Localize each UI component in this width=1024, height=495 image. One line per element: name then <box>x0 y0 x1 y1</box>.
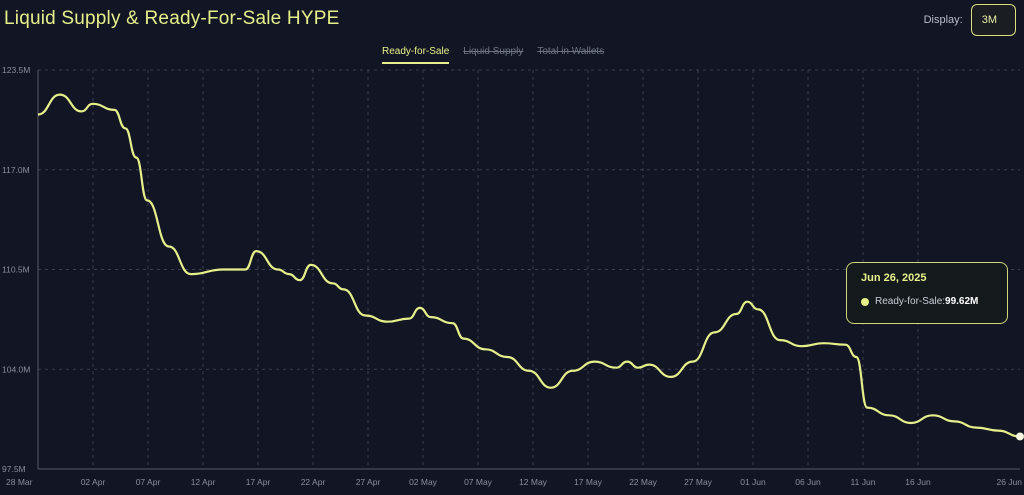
x-tick-label: 02 May <box>409 477 438 487</box>
series-tabs: Ready-for-Sale Liquid Supply Total in Wa… <box>382 46 604 64</box>
x-tick-label: 12 Apr <box>191 477 216 487</box>
x-tick-label: 07 Apr <box>136 477 161 487</box>
x-tick-label: 02 Apr <box>81 477 106 487</box>
x-tick-label: 12 May <box>519 477 548 487</box>
tooltip-date: Jun 26, 2025 <box>861 272 927 284</box>
tab-total-in-wallets[interactable]: Total in Wallets <box>537 46 605 57</box>
display-label: Display: <box>923 14 963 26</box>
y-tick-label: 117.0M <box>2 165 30 175</box>
tooltip-series-label: Ready-for-Sale: <box>875 296 946 307</box>
x-tick-label: 01 Jun <box>740 477 766 487</box>
x-tick-label: 16 Jun <box>905 477 931 487</box>
x-tick-label: 07 May <box>464 477 493 487</box>
series-line-ready-for-sale <box>37 93 1021 438</box>
x-tick-label: 06 Jun <box>795 477 821 487</box>
tooltip-value: 99.62M <box>945 296 979 307</box>
chart-title: Liquid Supply & Ready-For-Sale HYPE <box>4 8 340 29</box>
x-tick-label: 22 May <box>629 477 658 487</box>
x-tick-label: 28 Mar <box>6 477 33 487</box>
y-tick-label: 110.5M <box>2 265 30 275</box>
data-point-marker <box>1016 432 1024 441</box>
x-tick-label: 17 Apr <box>246 477 271 487</box>
display-range-value: 3M <box>981 14 997 26</box>
display-range-select[interactable]: 3M <box>970 4 1016 36</box>
x-tick-label: 11 Jun <box>851 477 876 487</box>
y-tick-label: 104.0M <box>2 364 30 374</box>
y-tick-label: 97.5M <box>2 464 26 474</box>
tooltip-row: Ready-for-Sale: 99.62M <box>861 296 993 307</box>
chart-tooltip: Jun 26, 2025 Ready-for-Sale: 99.62M <box>846 262 1008 324</box>
y-tick-label: 123.5M <box>2 65 30 75</box>
x-tick-label: 17 May <box>574 477 603 487</box>
x-tick-label: 27 Apr <box>356 477 381 487</box>
x-tick-label: 27 May <box>684 477 713 487</box>
x-tick-label: 22 Apr <box>301 477 326 487</box>
tab-ready-for-sale[interactable]: Ready-for-Sale <box>382 46 450 64</box>
tab-liquid-supply[interactable]: Liquid Supply <box>463 46 524 57</box>
display-control: Display: 3M <box>924 4 1016 36</box>
series-dot-icon <box>861 297 869 306</box>
x-tick-label: 26 Jun <box>996 477 1022 487</box>
